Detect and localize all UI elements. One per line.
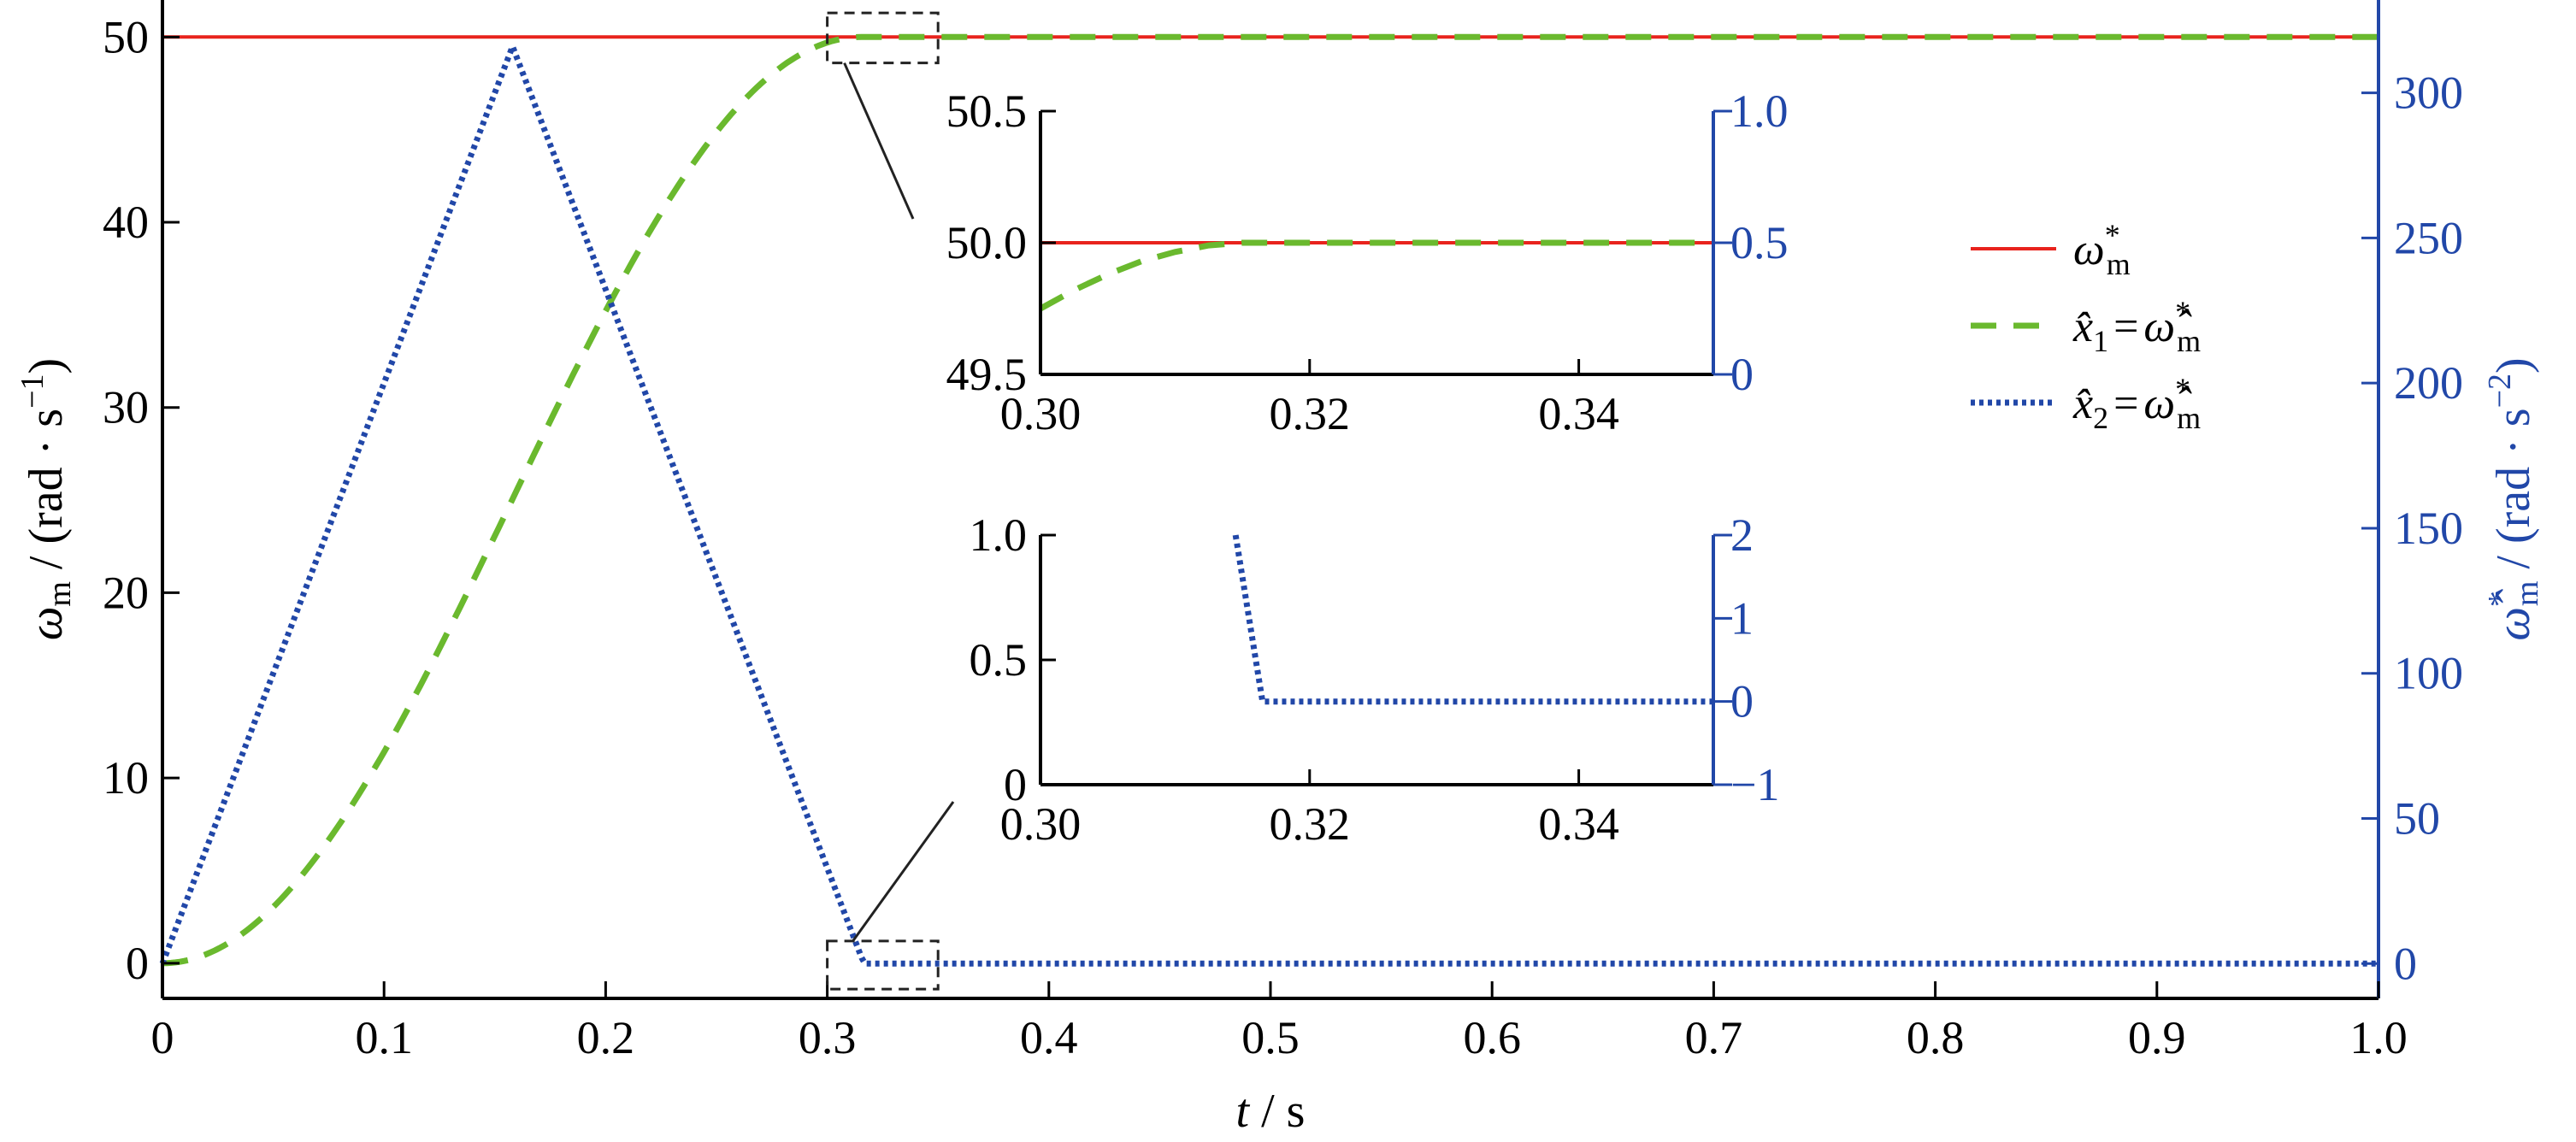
main-axes: 0 0.1 0.2 0.3 0.4 0.5 0.6 0.7 0.8 0.9 1.0010203040… (15, 0, 2545, 1138)
inset-y2-tick-label: 0 (1730, 349, 1754, 400)
legend-var: ω (2073, 226, 2105, 274)
inset-y2-tick-label: 1.0 (1730, 85, 1789, 137)
inset-y2-tick-label: 0.5 (1730, 217, 1789, 268)
main-plot: 0 0.1 0.2 0.3 0.4 0.5 0.6 0.7 0.8 0.9 1.0010203040… (15, 0, 2545, 1138)
legend-sub: 2 (2093, 401, 2108, 435)
inset-x-tick-label: 0.30 (1000, 388, 1082, 439)
main-series (159, 33, 2379, 967)
inset-x-tick-label: 0.32 (1270, 388, 1351, 439)
inset-y2-tick-label: −1 (1730, 759, 1779, 810)
legend-var: x̂ (2072, 380, 2093, 428)
inset-y-tick-label: 0.5 (970, 634, 1028, 686)
y-axis-label-var: ω (20, 607, 73, 641)
inset-x-tick-label: 0.34 (1538, 798, 1619, 850)
y-tick-label: 20 (103, 567, 149, 618)
y2-tick-label: 100 (2394, 648, 2463, 699)
inset-y2-tick-label: 1 (1730, 592, 1754, 644)
legend-rhs-sub: m (2177, 401, 2201, 435)
y-axis-label-unit: (rad · s (20, 409, 73, 545)
y2-axis-label-sup: * (2482, 591, 2518, 607)
x-tick-label: 0.3 (799, 1012, 857, 1063)
zoom-connector-bottom (852, 801, 955, 942)
inset-series-x1 (1039, 239, 1713, 312)
x-axis-label: t / s (1236, 1085, 1306, 1138)
zoom-connector-top (843, 62, 915, 220)
inset-y-tick-label: 1.0 (970, 509, 1028, 561)
inset-y-tick-label: 50.5 (946, 85, 1028, 137)
inset-y-tick-label: 0 (1004, 759, 1027, 810)
y2-tick-label: 200 (2394, 357, 2463, 409)
x-tick-label: 0.6 (1463, 1012, 1521, 1063)
legend-rhs-sub: m (2177, 324, 2201, 358)
y-tick-label: 30 (103, 382, 149, 433)
inset-x-tick-label: 0.34 (1538, 388, 1619, 439)
x-tick-label: 0.2 (577, 1012, 635, 1063)
inset-y2-tick-label: 0 (1730, 676, 1754, 727)
inset-1: 0.30 0.32 0.34 49.5 50.0 50.5 0 0.5 1.0 (946, 85, 1789, 439)
inset-x-tick-label: 0.32 (1270, 798, 1351, 850)
legend-var: x̂ (2072, 303, 2093, 351)
x-tick-label: 0 (151, 1012, 174, 1063)
y-axis-label-exp: −1 (15, 374, 50, 408)
inset-background (1040, 535, 1713, 785)
x-tick-label: 0.7 (1685, 1012, 1743, 1063)
y-tick-label: 10 (103, 752, 149, 804)
legend-label-ref: ω* m (2073, 218, 2131, 281)
y2-tick-label: 0 (2394, 938, 2417, 989)
y-axis-label-close: ) (20, 358, 73, 374)
x-tick-label: 0.9 (2128, 1012, 2186, 1063)
y2-axis-label-close: ) (2487, 357, 2540, 374)
x-tick-label: 0.5 (1241, 1012, 1300, 1063)
y-axis-label-sep: / (20, 545, 73, 582)
y2-axis-label-sub: m (2509, 581, 2545, 607)
x-tick-label: 0.4 (1020, 1012, 1078, 1063)
legend-sup: * (2105, 218, 2120, 252)
y-axis-label: ωm / (rad · s−1) (15, 358, 78, 640)
y-tick-label: 50 (103, 11, 149, 62)
legend-sub: 1 (2093, 324, 2108, 358)
legend-label-x2: x̂2 = ω̂* m (2072, 372, 2201, 435)
x-axis-label-unit: s (1287, 1085, 1306, 1138)
y2-tick-label: 300 (2394, 68, 2463, 119)
y-tick-label: 40 (103, 197, 149, 248)
x-tick-label: 1.0 (2349, 1012, 2408, 1063)
y2-tick-label: 150 (2394, 503, 2463, 554)
y2-tick-label: 250 (2394, 212, 2463, 263)
legend: ω* mx̂1 = ω̂* mx̂2 = ω̂* m (1971, 218, 2201, 435)
legend-sub: m (2107, 247, 2131, 281)
legend-label-x1: x̂1 = ω̂* m (2072, 295, 2201, 358)
y-axis-label-sub: m (42, 581, 78, 607)
y2-axis-label: ω̂*m / (rad · s−2) (2482, 357, 2545, 640)
y2-tick-label: 50 (2394, 792, 2440, 844)
y-tick-label: 0 (126, 938, 149, 989)
x-tick-label: 0.1 (355, 1012, 413, 1063)
zoom-box-bottom (826, 939, 940, 991)
x-axis-label-sep: / (1249, 1085, 1287, 1138)
series-x2-line (159, 38, 2379, 967)
inset-y-tick-label: 49.5 (946, 349, 1028, 400)
legend-rhs-sup: * (2175, 372, 2190, 406)
y2-axis-label-sep: / (2487, 544, 2540, 581)
legend-eq: = (2113, 380, 2138, 428)
y2-axis-label-unit: (rad · s (2487, 408, 2540, 544)
legend-eq: = (2113, 303, 2138, 351)
inset-x-tick-label: 0.30 (1000, 798, 1082, 850)
series-x1-line (162, 33, 2379, 967)
legend-rhs-sup: * (2175, 295, 2190, 329)
y2-axis-label-exp: −2 (2482, 374, 2518, 408)
inset-y2-tick-label: 2 (1730, 509, 1754, 561)
x-tick-label: 0.8 (1907, 1012, 1965, 1063)
x-axis-label-var: t (1236, 1085, 1251, 1138)
zoom-box-top (826, 11, 940, 65)
inset-y-tick-label: 50.0 (946, 217, 1028, 268)
inset-2: 0.30 0.32 0.34 0 0.5 1.0 −1 0 1 2 (970, 509, 1780, 850)
